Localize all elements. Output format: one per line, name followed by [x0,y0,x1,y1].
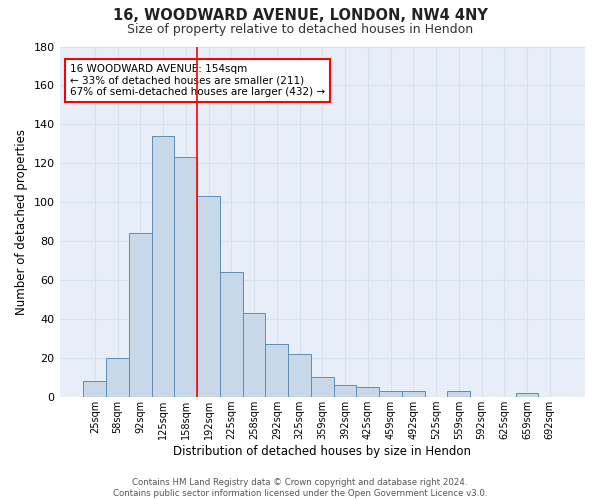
Bar [379,391,402,396]
Bar [197,196,220,396]
Bar [265,344,288,397]
Bar [311,377,334,396]
Bar [129,234,152,396]
Bar [288,354,311,397]
Bar [334,385,356,396]
Text: 16 WOODWARD AVENUE: 154sqm
← 33% of detached houses are smaller (211)
67% of sem: 16 WOODWARD AVENUE: 154sqm ← 33% of deta… [70,64,325,97]
Text: Size of property relative to detached houses in Hendon: Size of property relative to detached ho… [127,22,473,36]
Text: 16, WOODWARD AVENUE, LONDON, NW4 4NY: 16, WOODWARD AVENUE, LONDON, NW4 4NY [113,8,487,22]
Bar [402,391,425,396]
Bar [242,313,265,396]
Bar [448,391,470,396]
Bar [152,136,175,396]
Bar [83,381,106,396]
Bar [356,387,379,396]
Bar [220,272,242,396]
Text: Contains HM Land Registry data © Crown copyright and database right 2024.
Contai: Contains HM Land Registry data © Crown c… [113,478,487,498]
X-axis label: Distribution of detached houses by size in Hendon: Distribution of detached houses by size … [173,444,471,458]
Bar [515,393,538,396]
Bar [175,158,197,396]
Y-axis label: Number of detached properties: Number of detached properties [15,128,28,314]
Bar [106,358,129,397]
